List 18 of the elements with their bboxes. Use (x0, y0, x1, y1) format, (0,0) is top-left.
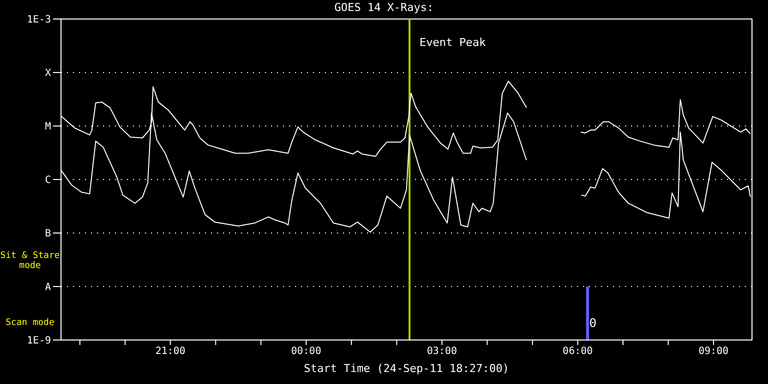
y-tick-label: X (44, 68, 51, 80)
x-axis-title: Start Time (24-Sep-11 18:27:00) (302, 362, 510, 375)
x-tick-label: 06:00 (562, 346, 593, 358)
y-tick-label: C (44, 175, 51, 186)
y-tick-label: 1E-3 (26, 14, 51, 26)
y-tick-label: M (44, 122, 51, 133)
annotation: 0 (589, 316, 596, 330)
chart-title: GOES 14 X-Rays: (333, 1, 435, 14)
y-tick-label: 1E-9 (26, 336, 51, 347)
x-tick-label: 21:00 (155, 346, 186, 358)
y-tick-label: B (44, 228, 51, 240)
x-tick-label: 09:00 (698, 346, 729, 358)
text: Sit & Stare mode (0, 251, 60, 271)
x-tick-label: 03:00 (426, 346, 458, 358)
text: Scan mode (4, 318, 56, 328)
ref-line-label: Event Peak (420, 36, 486, 49)
y-tick-label: A (44, 282, 51, 294)
x-tick-label: 00:00 (291, 346, 322, 358)
